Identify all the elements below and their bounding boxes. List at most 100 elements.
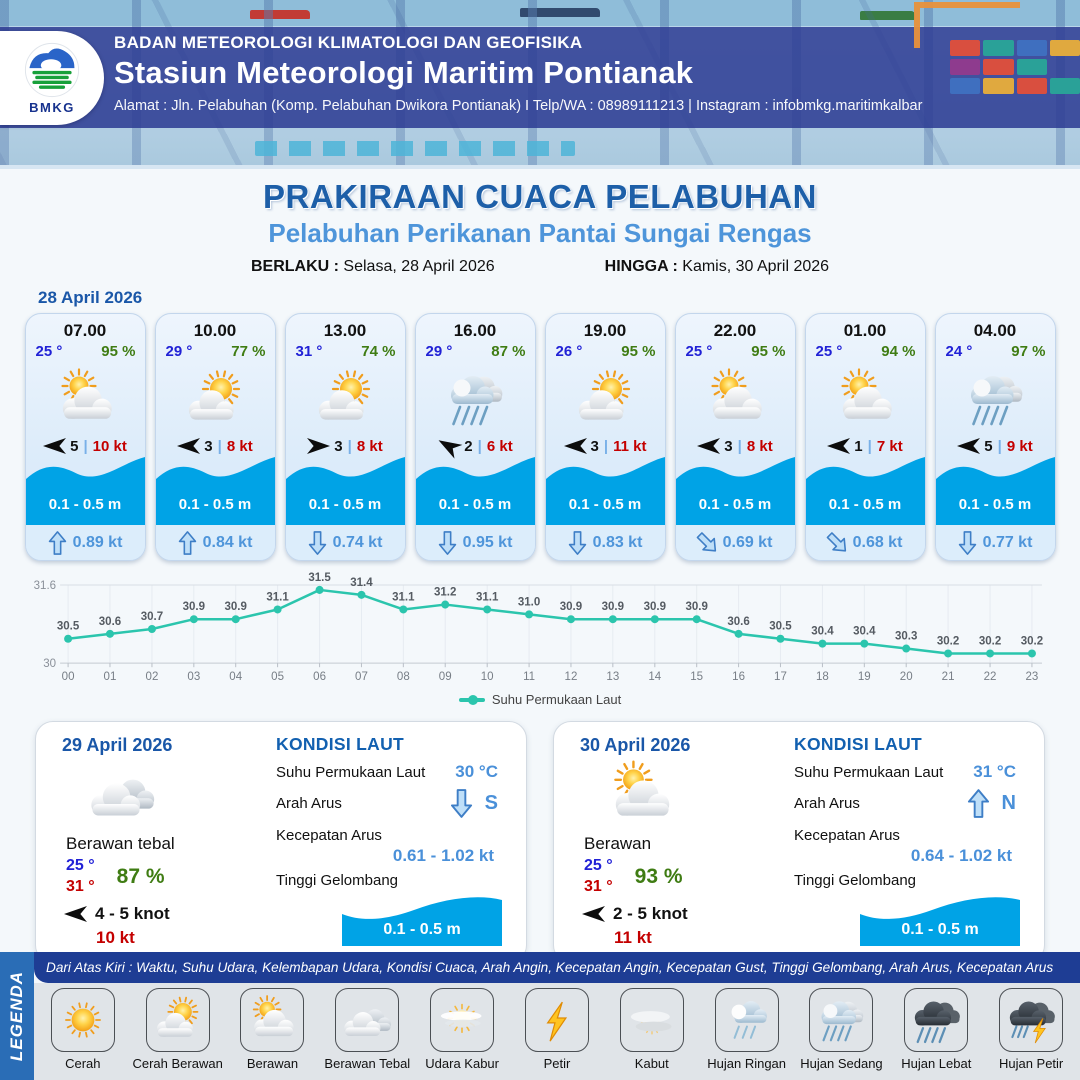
- humidity: 94 %: [881, 343, 916, 360]
- daily-date: 30 April 2026: [580, 735, 691, 756]
- svg-text:10: 10: [481, 671, 494, 683]
- divider: |: [83, 437, 88, 455]
- gust-speed: 10 kt: [96, 927, 135, 947]
- current-direction-icon: [958, 530, 977, 555]
- current-direction-icon: [438, 530, 457, 555]
- legend-item-label: Kabut: [634, 1056, 669, 1071]
- divider: |: [217, 437, 222, 455]
- wave-height-band: 0.1 - 0.5 m: [155, 457, 275, 525]
- wave-height-band: 0.1 - 0.5 m: [25, 457, 145, 525]
- legend-item: Hujan Petir: [985, 988, 1077, 1071]
- wind-row: 3 | 8 kt: [156, 434, 275, 458]
- current-speed: 0.95 kt: [462, 533, 513, 551]
- humidity: 87 %: [491, 343, 526, 360]
- wind-row: 1 | 7 kt: [806, 434, 925, 458]
- legend-item: Cerah Berawan: [132, 988, 224, 1071]
- humidity: 95 %: [751, 343, 786, 360]
- weather-icon: [430, 988, 495, 1052]
- current-direction-icon: [308, 530, 327, 555]
- header: BMKG BADAN METEOROLOGI KLIMATOLOGI DAN G…: [0, 0, 1080, 169]
- svg-text:30.6: 30.6: [99, 616, 121, 628]
- legend-item-label: Hujan Ringan: [707, 1056, 787, 1071]
- svg-text:03: 03: [187, 671, 200, 683]
- temp-min: 25 °: [66, 857, 95, 875]
- valid-from-label: BERLAKU :: [250, 258, 339, 275]
- sst-chart: 31.6 30 30.5 00 30.6 01 30.7 02 30.9 03 30.9 04 31.1…: [34, 569, 1046, 707]
- wave-height: 0.1 - 0.5 m: [308, 496, 382, 513]
- weather-icon: [580, 756, 700, 832]
- svg-text:30.3: 30.3: [895, 631, 917, 643]
- bmkg-logo: BMKG: [0, 31, 104, 125]
- header-overlay-band: [0, 27, 1080, 128]
- legend-item: Hujan Ringan: [701, 988, 793, 1071]
- valid-from: BERLAKU : Selasa, 28 April 2026: [251, 258, 495, 276]
- chart-legend: Suhu Permukaan Laut: [34, 692, 1046, 707]
- wave-height-badge: 0.1 - 0.5 m: [342, 890, 502, 947]
- svg-text:31.4: 31.4: [350, 577, 373, 589]
- bmkg-logo-text: BMKG: [29, 99, 75, 115]
- sst-value: 30 °C: [455, 762, 498, 782]
- svg-text:16: 16: [732, 671, 745, 683]
- wind-direction-icon: [177, 437, 201, 455]
- wave-height: 0.1 - 0.5 m: [178, 496, 252, 513]
- divider: |: [477, 437, 482, 455]
- wind-direction-icon: [957, 437, 981, 455]
- legend-ribbon-text: LEGENDA: [7, 970, 26, 1062]
- weather-icon: [156, 364, 275, 434]
- current-row: 0.68 kt: [805, 525, 925, 560]
- legend-item-label: Berawan: [246, 1056, 299, 1071]
- svg-text:12: 12: [565, 671, 578, 683]
- svg-text:30.9: 30.9: [685, 601, 707, 613]
- current-row: 0.69 kt: [675, 525, 795, 560]
- legend-item-label: Hujan Lebat: [901, 1056, 972, 1071]
- svg-text:07: 07: [355, 671, 368, 683]
- svg-text:09: 09: [439, 671, 452, 683]
- wind-scale: 3: [590, 437, 599, 455]
- legend-item-label: Petir: [543, 1056, 571, 1071]
- svg-text:30.9: 30.9: [183, 601, 205, 613]
- divider: |: [737, 437, 742, 455]
- hourly-forecast-card: 13.00 31 ° 74 % 3 | 8 kt 0.1 - 0.5 m 0.7…: [284, 313, 406, 561]
- validity-row: BERLAKU : Selasa, 28 April 2026 HINGGA :…: [0, 258, 1080, 276]
- air-temperature: 25 °: [35, 343, 63, 360]
- wind-scale: 2: [464, 437, 473, 455]
- current-speed: 0.89 kt: [72, 533, 123, 551]
- svg-text:17: 17: [774, 671, 787, 683]
- forecast-time: 07.00: [63, 321, 107, 340]
- legend-item-label: Cerah Berawan: [132, 1056, 223, 1071]
- humidity: 77 %: [231, 343, 266, 360]
- wind-scale: 3: [204, 437, 213, 455]
- svg-text:30.9: 30.9: [560, 601, 582, 613]
- humidity: 95 %: [101, 343, 136, 360]
- gust-speed: 6 kt: [486, 437, 513, 455]
- wave-height-value: 0.1 - 0.5 m: [383, 921, 461, 939]
- wave-height-band: 0.1 - 0.5 m: [675, 457, 795, 525]
- wave-height: 0.1 - 0.5 m: [438, 496, 512, 513]
- weather-icon: [676, 364, 795, 434]
- wind-scale: 5: [70, 437, 79, 455]
- wind-scale: 5: [984, 437, 993, 455]
- sst-label: Suhu Permukaan Laut: [794, 763, 944, 781]
- svg-text:30.4: 30.4: [811, 626, 834, 638]
- svg-text:05: 05: [271, 671, 284, 683]
- current-direction-icon: [48, 530, 67, 555]
- air-temperature: 31 °: [295, 343, 323, 360]
- sst-value: 31 °C: [973, 762, 1016, 782]
- current-speed: 0.84 kt: [202, 533, 253, 551]
- svg-text:31.1: 31.1: [392, 591, 415, 603]
- wind-row: 3 | 11 kt: [546, 434, 665, 458]
- current-speed: 0.69 kt: [722, 533, 773, 551]
- legend-item: Berawan Tebal: [321, 988, 413, 1071]
- wave-height-band: 0.1 - 0.5 m: [285, 457, 405, 525]
- humidity: 74 %: [361, 343, 396, 360]
- wind-scale: 3: [334, 437, 343, 455]
- hourly-forecast-card: 04.00 24 ° 97 % 5 | 9 kt 0.1 - 0.5 m 0.7…: [934, 313, 1056, 561]
- svg-text:15: 15: [690, 671, 703, 683]
- current-speed: 0.83 kt: [592, 533, 643, 551]
- hourly-cards-row: 07.00 25 ° 95 % 5 | 10 kt 0.1 - 0.5 m 0.…: [0, 313, 1080, 561]
- hourly-date-label: 28 April 2026: [38, 288, 143, 307]
- svg-text:01: 01: [104, 671, 117, 683]
- legend-item: Berawan: [226, 988, 318, 1071]
- current-direction-icon: [178, 530, 197, 555]
- current-speed-label: Kecepatan Arus: [794, 827, 900, 845]
